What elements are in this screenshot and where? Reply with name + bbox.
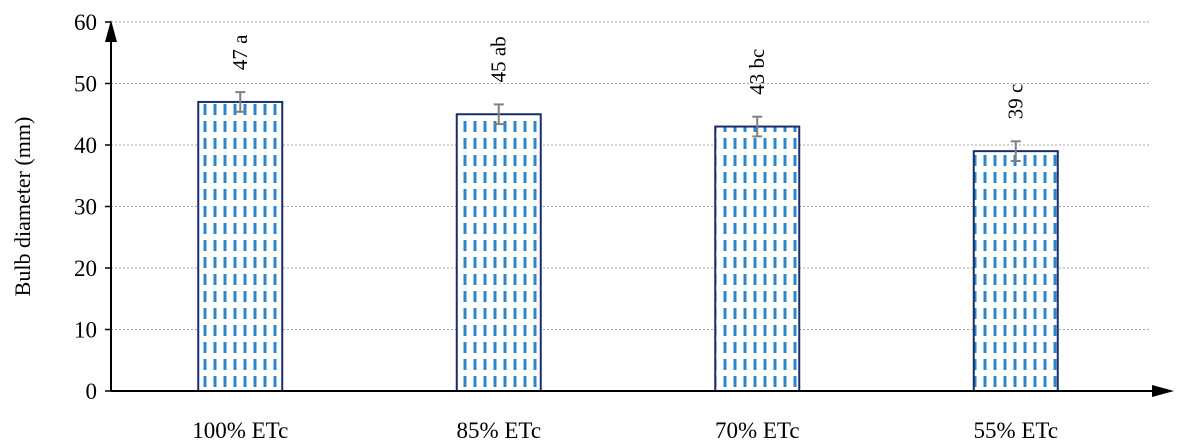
x-tick-label: 70% ETc [715,418,800,443]
y-axis-arrowhead [105,20,117,42]
y-tick-label: 60 [74,10,97,35]
x-tick-label: 55% ETc [973,418,1058,443]
bar [714,125,801,393]
data-label: 39 c [1004,84,1028,120]
x-tick-label: 100% ETc [192,418,288,443]
error-bars [235,91,1021,162]
x-tick-labels: 100% ETc 85% ETc 70% ETc 55% ETc [192,418,1058,443]
data-label: 47 a [228,34,252,70]
bar [197,100,284,392]
y-tick-label: 30 [74,195,97,220]
y-tick-label: 0 [86,379,98,404]
x-tick-label: 85% ETc [456,418,541,443]
x-axis-arrowhead [1152,385,1174,397]
y-tick-label: 20 [74,256,97,281]
y-tick-label: 40 [74,133,97,158]
data-label: 43 bc [745,49,769,95]
y-axis-label: Bulb diameter (mm) [10,117,35,297]
y-tick-label: 10 [74,318,97,343]
y-tick-labels: 0 10 20 30 40 50 60 [74,10,97,404]
bar [455,113,542,392]
axes [105,20,1174,397]
data-labels: 47 a 45 ab 43 bc 39 c [228,34,1028,119]
bars [197,100,1059,393]
data-label: 45 ab [487,36,511,82]
bar [972,150,1059,392]
y-tick-label: 50 [74,72,97,97]
